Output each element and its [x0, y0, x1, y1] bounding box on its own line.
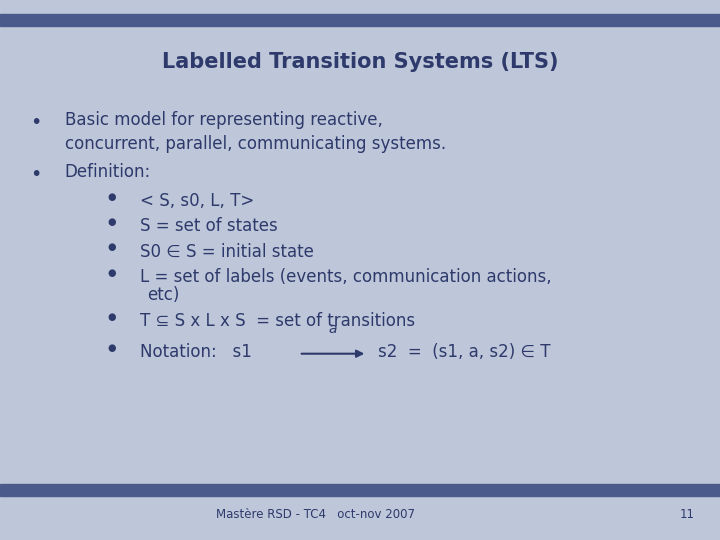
Bar	[0, 484, 720, 496]
Text: ●: ●	[107, 268, 116, 278]
Text: ●: ●	[107, 192, 116, 202]
Text: etc): etc)	[148, 286, 180, 304]
Text: Labelled Transition Systems (LTS): Labelled Transition Systems (LTS)	[162, 52, 558, 72]
Text: S = set of states: S = set of states	[140, 217, 278, 235]
Text: ●: ●	[107, 312, 116, 322]
Text: •: •	[30, 165, 42, 184]
Text: concurrent, parallel, communicating systems.: concurrent, parallel, communicating syst…	[65, 135, 446, 153]
Text: Definition:: Definition:	[65, 163, 151, 181]
Text: 11: 11	[680, 508, 695, 521]
Text: a: a	[329, 322, 337, 336]
Text: ●: ●	[107, 242, 116, 253]
Text: L = set of labels (events, communication actions,: L = set of labels (events, communication…	[140, 268, 552, 286]
Text: T ⊆ S x L x S  = set of transitions: T ⊆ S x L x S = set of transitions	[140, 312, 415, 329]
Text: Mastère RSD - TC4   oct-nov 2007: Mastère RSD - TC4 oct-nov 2007	[216, 508, 415, 521]
Text: •: •	[30, 113, 42, 132]
Text: S0 ∈ S = initial state: S0 ∈ S = initial state	[140, 242, 314, 260]
Text: Basic model for representing reactive,: Basic model for representing reactive,	[65, 111, 382, 129]
Text: < S, s0, L, T>: < S, s0, L, T>	[140, 192, 255, 210]
Text: ●: ●	[107, 343, 116, 353]
Text: s2  =  (s1, a, s2) ∈ T: s2 = (s1, a, s2) ∈ T	[378, 343, 551, 361]
Bar	[0, 14, 720, 26]
Text: Notation:   s1: Notation: s1	[140, 343, 252, 361]
Text: ●: ●	[107, 217, 116, 227]
